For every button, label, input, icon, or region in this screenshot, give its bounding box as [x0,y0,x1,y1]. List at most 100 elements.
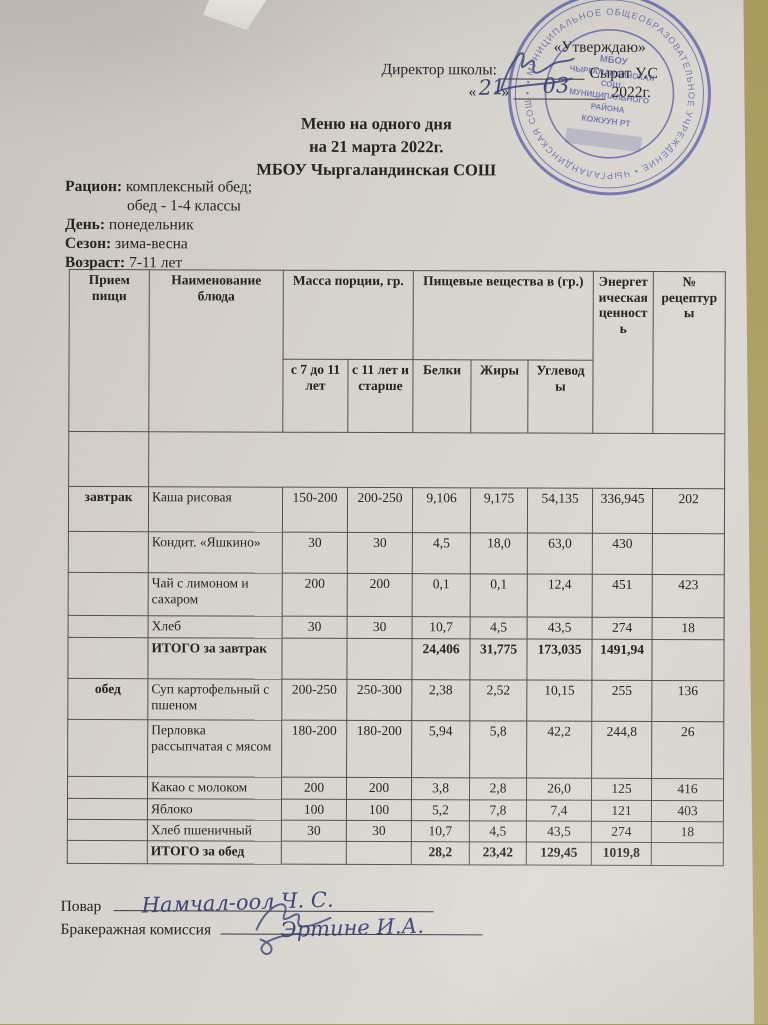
cell-meal [67,776,148,799]
cell-carbs: 7,4 [526,800,592,822]
cell-dish: Перловка рассыпчатая с мясом [147,719,282,778]
date-open-quote: « [468,83,477,101]
cell-mass2: 30 [347,616,413,639]
cell-recipe: 403 [651,800,724,822]
menu-row: Чай с лимоном и сахаром 200 200 0,1 0,1 12,4 4… [68,572,725,618]
cell-carbs: 26,0 [526,778,592,801]
cell-dish: Каша рисовая [148,486,283,533]
header-age2: с 11 лет и старше [347,359,414,433]
cell-mass2: 30 [346,820,412,842]
total-row: ИТОГО за завтрак 24,406 31,775 173,035 1491,… [67,637,725,681]
cell-protein: 0,1 [412,573,471,617]
cell-dish: ИТОГО за обед [147,840,282,865]
cell-protein: 5,2 [411,799,470,821]
cell-meal: завтрак [68,486,149,532]
cell-carbs: 42,2 [526,721,592,779]
cell-mass2: 250-300 [346,679,412,721]
spacer-cell-wide [148,431,725,489]
cell-energy: 244,8 [591,721,652,779]
cell-protein: 10,7 [411,820,470,842]
cell-recipe: 18 [651,821,724,843]
cook-line: Повар Намчал-оол Ч. С. [61,888,434,918]
menu-row: Какао с молоком 200 200 3,8 2,8 26,0 125 416 [67,776,724,801]
commission-label: Бракеражная комиссия [60,920,212,939]
cell-meal [67,819,148,841]
total-row: ИТОГО за обед 28,2 23,42 129,45 1019,8 [67,840,724,866]
cell-mass1 [281,841,347,865]
cell-mass1: 150-200 [282,487,348,533]
cell-fat: 0,1 [470,573,528,618]
cell-recipe: 416 [651,778,724,801]
cell-carbs: 54,135 [527,488,593,534]
cell-meal [67,637,149,679]
info-label: Рацион: [65,177,123,196]
cell-carbs: 129,45 [526,842,592,866]
cell-mass2 [346,841,412,865]
cell-mass1: 30 [282,532,348,574]
menu-row: Хлеб 30 30 10,7 4,5 43,5 274 18 [68,615,725,640]
date-year: 2022г. [611,83,651,101]
cell-recipe [652,533,725,575]
info-ration-2: обед - 1-4 классы [65,196,252,216]
menu-row: Хлеб пшеничный 30 30 10,7 4,5 43,5 274 18 [67,819,724,843]
cell-recipe: 423 [652,574,725,618]
cell-fat: 5,8 [469,720,527,779]
cell-dish: Хлеб [148,615,283,639]
director-signature [494,52,575,94]
cell-recipe: 18 [652,617,725,640]
cell-fat: 23,42 [469,841,527,866]
cell-dish: Какао с молоком [147,776,282,800]
info-season: Сезон: зима-весна [65,234,252,254]
cell-energy: 336,945 [592,488,653,534]
cell-energy: 1019,8 [591,842,652,866]
cell-mass1: 100 [281,799,347,821]
school-stamp: • МУНИЦИПАЛЬНОЕ ОБЩЕОБРАЗОВАТЕЛЬНОЕ УЧРЕ… [485,0,711,196]
cell-mass2 [346,638,413,680]
cell-dish: ИТОГО за завтрак [147,637,283,680]
cell-recipe: 136 [651,680,724,722]
cell-mass1: 200 [282,573,348,617]
cell-dish: Кондит. «Яшкино» [148,531,283,574]
header-nutrients: Пищевые вещества в (гр.) [413,270,594,361]
document-title: Меню на одного дня на 21 марта 2022г. МБ… [151,111,601,182]
cell-carbs: 43,5 [526,821,592,843]
cell-protein: 2,38 [411,679,470,721]
header-age1: с 7 до 11 лет [282,359,349,433]
table-header-row-1: Прием пищи Наименование блюда Масса порц… [68,269,726,434]
cell-fat: 9,175 [470,487,528,534]
cell-recipe [651,842,724,866]
stamp-banner [564,127,643,153]
cell-mass2: 200 [346,777,412,800]
info-day: День: понедельник [65,215,252,235]
cell-mass2: 200 [347,573,413,617]
cell-fat: 7,8 [469,799,527,822]
date-month-handwritten: 03 [542,73,570,99]
commission-flourish [255,903,332,955]
cell-carbs: 173,035 [526,639,593,681]
stamp-center-line: МБОУ [599,53,628,67]
cell-meal [67,719,148,777]
info-label: Сезон: [64,234,112,253]
cell-fat: 4,5 [470,616,528,640]
cell-recipe: 26 [651,721,724,779]
info-ration: Рацион: комплексный обед; [65,177,252,197]
cell-protein: 24,406 [411,638,471,680]
menu-row: Перловка рассыпчатая с мясом 180-200 180-2… [67,719,724,779]
cell-energy: 430 [592,533,653,575]
cell-mass2: 30 [347,532,413,574]
info-value: обед - 1-4 классы [127,197,241,215]
cell-dish: Чай с лимоном и сахаром [148,572,283,617]
header-mass: Масса порции, гр. [283,270,414,360]
info-value: зима-весна [115,235,188,253]
cell-energy: 451 [592,574,653,618]
cell-protein: 9,106 [412,487,471,533]
date-close-quote: » [501,83,510,101]
cell-protein: 4,5 [412,532,471,574]
menu-row: Кондит. «Яшкино» 30 30 4,5 18,0 63,0 430 [68,531,725,575]
spacer-row [68,431,725,489]
title-line-2: на 21 марта 2022г. [309,136,444,157]
cell-carbs: 63,0 [527,533,593,575]
cell-dish: Хлеб пшеничный [147,819,282,842]
header-recipe: № рецептуры [652,271,726,434]
cell-mass1: 200-250 [281,679,347,721]
